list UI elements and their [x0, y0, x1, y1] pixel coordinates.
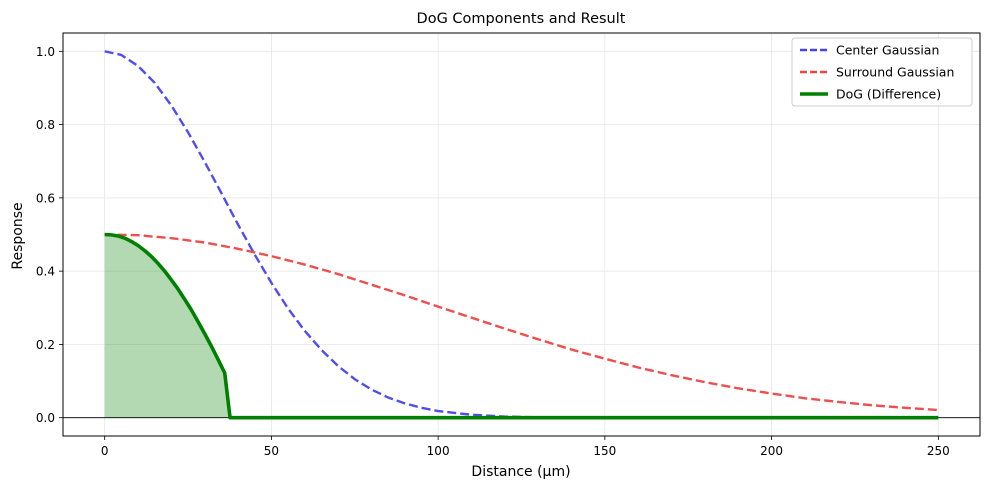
series-fill-2 [104, 234, 939, 418]
series-lines [104, 50, 939, 420]
x-tick-label-5: 250 [927, 444, 950, 458]
x-tick-label-0: 0 [101, 444, 109, 458]
y-tick-label-4: 0.8 [36, 118, 55, 132]
x-tick-label-3: 150 [593, 444, 616, 458]
chart-title: DoG Components and Result [417, 11, 626, 27]
y-tick-label-0: 0.0 [36, 411, 55, 425]
x-axis-ticks: 0 50 100 150 200 250 [101, 436, 950, 458]
y-axis-ticks: 0.0 0.2 0.4 0.6 0.8 1.0 [36, 45, 63, 425]
legend: Center Gaussian Surround Gaussian DoG (Dif… [791, 37, 973, 107]
y-tick-label-5: 1.0 [36, 45, 55, 59]
legend-label-0: Center Gaussian [836, 43, 939, 58]
x-tick-label-2: 100 [427, 444, 450, 458]
area-fills [104, 234, 939, 418]
legend-label-2: DoG (Difference) [836, 87, 941, 102]
x-tick-label-1: 50 [264, 444, 279, 458]
y-tick-label-3: 0.6 [36, 191, 55, 205]
x-tick-label-4: 200 [760, 444, 783, 458]
series-line-0 [104, 50, 939, 419]
y-tick-label-2: 0.4 [36, 265, 55, 279]
y-axis-label: Response [10, 202, 26, 269]
x-axis-label: Distance (µm) [471, 464, 570, 480]
series-line-1 [104, 233, 939, 412]
series-line-2 [104, 232, 939, 420]
plot-frame [62, 32, 981, 437]
legend-box [791, 37, 973, 107]
legend-label-1: Surround Gaussian [836, 65, 954, 80]
y-tick-label-1: 0.2 [36, 338, 55, 352]
